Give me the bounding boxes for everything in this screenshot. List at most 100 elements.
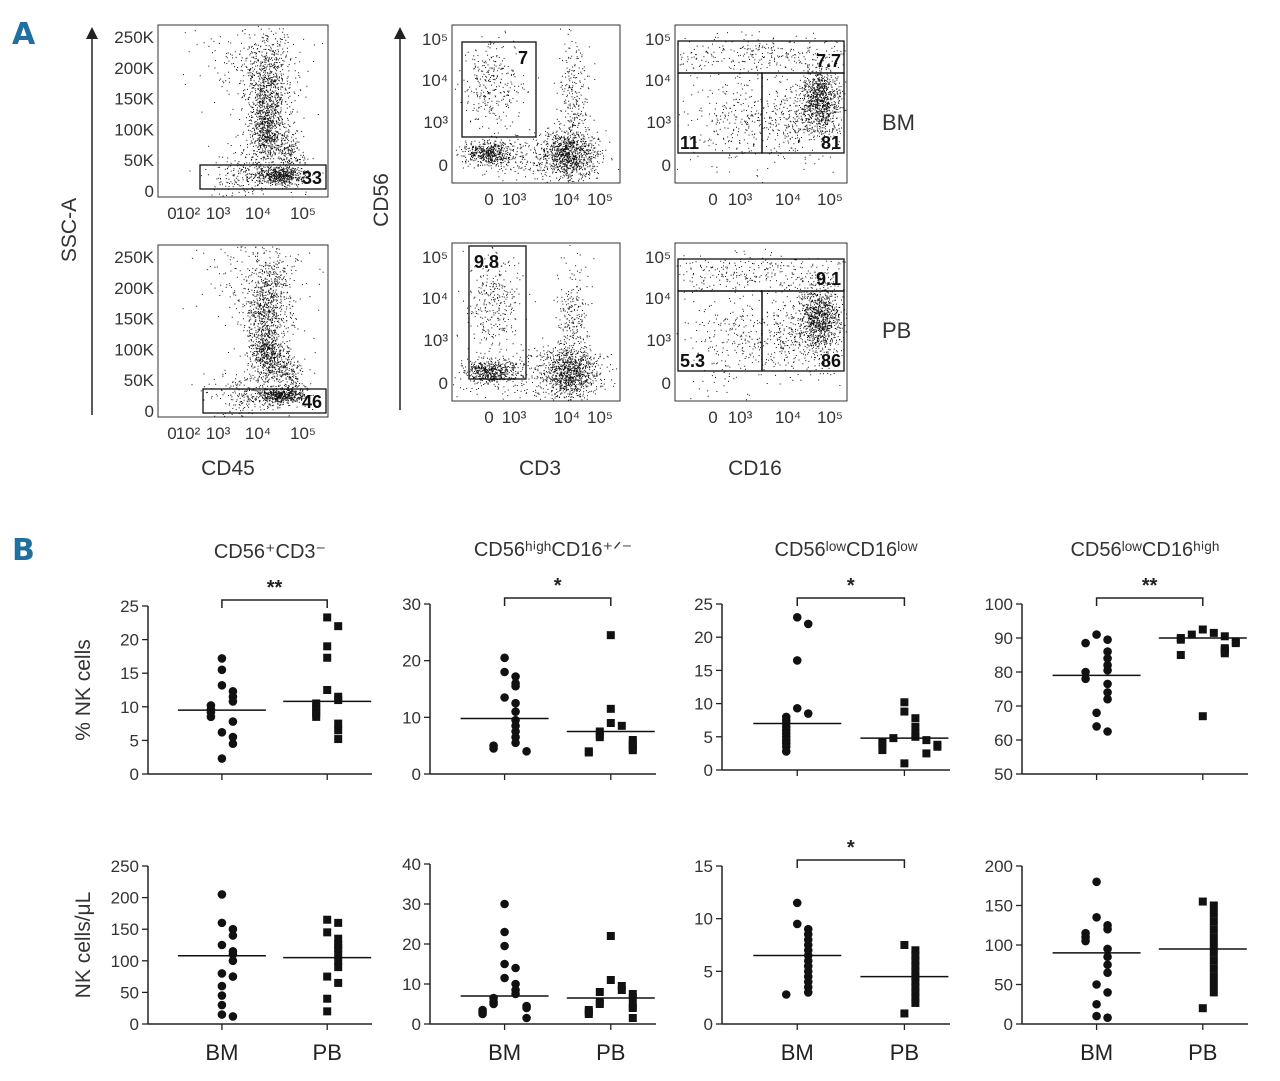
pb-data-point xyxy=(628,1004,637,1012)
cd56-tick-label: 10³ xyxy=(646,113,671,132)
bm-data-point xyxy=(217,1000,227,1010)
bm-data-point xyxy=(1103,1013,1112,1022)
bm-data-point xyxy=(500,959,509,969)
pb-data-point xyxy=(1209,964,1218,973)
pb-data-point xyxy=(323,653,332,662)
cd56-tick-label: 10⁵ xyxy=(422,30,448,49)
bm-data-point xyxy=(1092,999,1101,1009)
cd56-cd16-plot-bm: 10⁵ 10⁴ 10³ 0 0 10³ 10⁴ 10⁵ 7.7 11 81 xyxy=(645,24,848,209)
y-tick-label: 100 xyxy=(985,936,1013,955)
y-tick-label: 15 xyxy=(694,661,713,680)
bm-data-point xyxy=(522,1013,531,1023)
pb-data-point xyxy=(1198,712,1207,721)
ssc-tick-label: 100K xyxy=(114,120,154,139)
cd56-axis-label: CD56 xyxy=(370,173,393,227)
event-cloud xyxy=(455,135,524,173)
bm-data-point xyxy=(500,973,509,983)
y-tick-label: 100 xyxy=(985,595,1013,614)
lymphocyte-gate xyxy=(202,388,327,414)
event-cloud xyxy=(230,26,299,184)
pb-data-point xyxy=(911,956,920,965)
cd56-cd3-plot-bm: 10⁵ 10⁴ 10³ 0 0 10³ 10⁴ 10⁵ 7 xyxy=(422,24,621,209)
pb-data-point xyxy=(334,735,343,744)
dot-plot-2: 0 10 20 30 CD56ʰⁱᵍʰCD16⁺ᐟ⁻ * xyxy=(402,539,656,784)
panel-a-label: A xyxy=(12,17,36,52)
bm-data-point xyxy=(1081,667,1090,677)
significance-marker: ** xyxy=(1142,575,1158,597)
cd56-tick-label: 10⁴ xyxy=(422,289,448,308)
bm-data-point xyxy=(511,989,520,999)
y-tick-label: 0 xyxy=(130,765,139,784)
bm-data-point xyxy=(1092,980,1101,989)
y-tick-label: 80 xyxy=(994,663,1013,682)
ssc-tick-label: 200K xyxy=(114,279,154,298)
ssc-tick-label: 150K xyxy=(114,90,154,109)
pb-data-point xyxy=(323,915,332,924)
cd3-negative-gate xyxy=(468,245,527,380)
pb-data-point xyxy=(900,759,909,768)
sample-label-pb: PB xyxy=(882,318,911,343)
bm-data-point xyxy=(217,981,227,991)
cd45-tick-label: 10⁴ xyxy=(245,204,271,223)
bm-data-point xyxy=(511,681,520,691)
ssc-tick-label: 0 xyxy=(145,402,154,421)
y-tick-label: 10 xyxy=(402,708,421,727)
y-tick-label: 25 xyxy=(694,595,713,614)
bm-data-point xyxy=(1103,727,1112,736)
ssc-tick-label: 50K xyxy=(124,151,155,170)
cd56-tick-label: 0 xyxy=(439,156,448,175)
pb-data-point xyxy=(1209,909,1218,918)
pb-data-point xyxy=(922,736,931,745)
significance-bracket xyxy=(1095,597,1204,606)
bm-data-point xyxy=(1092,1011,1101,1021)
y-tick-label: 250 xyxy=(111,857,139,876)
cd3-negative-gate-value: 9.8 xyxy=(474,252,499,272)
pb-data-point xyxy=(1209,941,1218,949)
bm-data-point xyxy=(1103,635,1112,644)
y-tick-label: 0 xyxy=(412,1015,421,1034)
dot-plot-4: 50 60 70 80 90 100 CD56ˡᵒʷCD16ʰⁱᵍʰ ** xyxy=(985,539,1248,784)
pb-data-point xyxy=(911,993,920,1002)
bm-data-point xyxy=(500,927,509,937)
significance-marker: * xyxy=(847,837,855,859)
cd45-gate-value: 46 xyxy=(302,392,322,412)
dot-plot-6: 0 10 20 30 40 BM PB xyxy=(402,855,656,1065)
pb-data-point xyxy=(617,721,626,730)
bm-data-point xyxy=(217,940,227,950)
bm-data-point xyxy=(228,717,238,726)
bm-data-point xyxy=(489,999,498,1009)
y-tick-label: 10 xyxy=(402,975,421,994)
cd56-tick-label: 10⁵ xyxy=(645,30,671,49)
plot-title: CD56⁺CD3⁻ xyxy=(214,541,326,563)
cd16-tick-label: 0 xyxy=(708,190,717,209)
bm-data-point xyxy=(478,1009,487,1019)
event-cloud xyxy=(550,28,596,178)
dot-plot-1: 0 5 10 15 20 25 % NK cells CD56⁺CD3⁻ ** xyxy=(72,541,372,784)
y-tick-label: 10 xyxy=(694,910,713,929)
y-axis-label: % NK cells xyxy=(72,639,95,741)
cd16-tick-label: 10³ xyxy=(728,190,753,209)
cd45-tick-label: 0 xyxy=(167,204,176,223)
cd45-tick-label: 10³ xyxy=(206,204,231,223)
cd45-tick-label: 10² xyxy=(176,424,201,443)
pb-data-point xyxy=(334,726,343,735)
y-tick-label: 0 xyxy=(412,765,421,784)
pb-data-point xyxy=(312,712,321,721)
y-tick-label: 90 xyxy=(994,629,1013,648)
y-tick-label: 30 xyxy=(402,595,421,614)
ssc-tick-label: 150K xyxy=(114,310,154,329)
cd3-tick-label: 0 xyxy=(484,408,493,427)
bm-data-point xyxy=(1103,952,1112,962)
cd56-tick-label: 10⁴ xyxy=(422,71,448,90)
cd3-tick-label: 10⁴ xyxy=(554,190,580,209)
y-tick-label: 10 xyxy=(120,698,139,717)
pb-data-point xyxy=(1209,956,1218,965)
y-tick-label: 20 xyxy=(120,631,139,650)
plot-title: CD56ʰⁱᵍʰCD16⁺ᐟ⁻ xyxy=(474,539,632,561)
category-label: BM xyxy=(781,1040,814,1065)
cd56-tick-label: 10³ xyxy=(423,113,448,132)
pb-data-point xyxy=(323,928,332,937)
pb-data-point xyxy=(1209,917,1218,926)
pb-data-point xyxy=(911,988,920,997)
